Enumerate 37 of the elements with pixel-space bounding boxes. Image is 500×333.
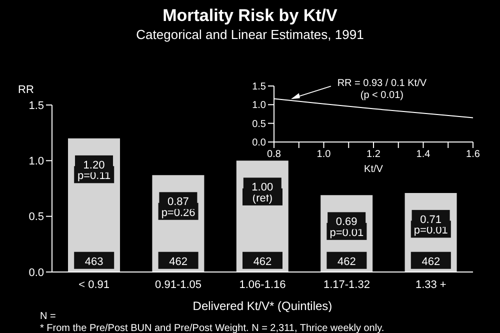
x-tick-label: 1.6	[466, 149, 480, 160]
x-tick-label: 1.06-1.16	[239, 278, 286, 291]
x-tick-label: 1.0	[316, 149, 332, 160]
data-label: 1.00	[252, 182, 274, 194]
annotation: RR = 0.93 / 0.1 Kt/V (p < 0.01)	[336, 78, 428, 102]
y-tick-label: 0.5	[28, 211, 44, 224]
x-tick-label: < 0.91	[78, 278, 110, 291]
annotation: 462	[169, 256, 188, 268]
text: N =	[40, 311, 56, 322]
annotation: p=0.11	[78, 170, 111, 182]
x-tick-label: 1.33 +	[415, 278, 446, 291]
chart-subtitle: Categorical and Linear Estimates, 1991	[135, 27, 365, 42]
y-tick-label: 0.0	[252, 138, 266, 149]
y-tick-label: 1.5	[252, 82, 266, 93]
annotation: 462	[253, 256, 272, 268]
x-tick-label: 1.17-1.32	[323, 278, 370, 291]
text: * From the Pre/Post BUN and Pre/Post Weight. N = 2,311, Thrice weekly only.	[40, 323, 384, 333]
x-tick-label: 0.91-1.05	[155, 278, 202, 291]
annotation: 462	[338, 256, 356, 268]
y-tick-label: 0.5	[252, 118, 266, 130]
x-tick-label: 0.8	[267, 149, 282, 160]
x-axis-title: Kt/V	[364, 164, 384, 175]
x-tick-label: 1.2	[366, 149, 381, 160]
y-tick-label: 1.0	[252, 100, 266, 112]
data-label: 0.87	[167, 196, 189, 208]
data-label: 1.20	[83, 159, 105, 172]
annotation: p=0.01	[330, 226, 364, 239]
annotation: 462	[422, 256, 440, 268]
y-tick-label: 0.0	[28, 266, 44, 279]
annotation: p=0.01	[414, 224, 448, 237]
x-tick-label: 1.4	[416, 149, 431, 160]
annotation: 463	[84, 256, 104, 268]
y-axis-title: RR	[18, 84, 34, 96]
data-label: 0.69	[336, 216, 358, 228]
data-label: 0.71	[420, 214, 442, 226]
y-tick-label: 1.5	[28, 100, 44, 112]
chart-title: Mortality Risk by Kt/V	[162, 6, 338, 26]
